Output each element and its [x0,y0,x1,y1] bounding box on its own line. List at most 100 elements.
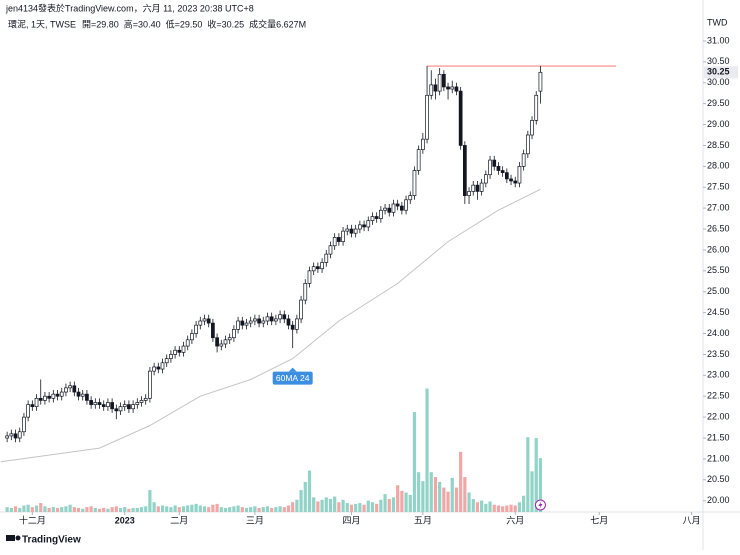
volume-bar [278,506,282,512]
x-tick-label: 二月 [170,515,188,525]
candle-body [181,345,186,353]
candle-body [190,333,194,341]
candle-body [379,209,383,219]
volume-bar [349,504,354,512]
candle-body [278,314,282,320]
candle-body [22,416,26,433]
y-tick-label: 27.00 [707,203,730,213]
volume-bar [484,503,488,512]
candle-body [164,358,169,364]
candle-body [366,220,371,228]
candle-body [173,349,177,355]
volume-bar [316,501,320,512]
y-tick-label: 30.00 [707,77,730,87]
candle-body [17,431,22,439]
volume-bar [299,490,303,512]
candle-body [299,299,303,320]
candle-body [55,393,60,397]
volume-bar [156,506,160,512]
candle-body [156,366,161,370]
candle-body [404,199,408,211]
candle-body [114,408,119,412]
y-tick-label: 27.50 [707,182,730,192]
candle-body [471,184,476,192]
volume-bar [463,477,467,512]
symbol: 環泥, 1天, TWSE [8,19,76,29]
ma-label-box [272,371,313,385]
candle-body [139,400,144,403]
candle-body [311,266,316,272]
volume-bar [127,508,131,512]
volume-bar [459,451,463,512]
y-tick-label: 22.00 [707,411,730,421]
candle-body [143,397,148,401]
volume-bar [400,490,404,512]
volume-bar [307,470,312,512]
volume-bar [106,508,110,512]
candle-body [328,245,333,255]
candle-body [358,224,362,230]
candle-body [43,395,47,401]
volume-bar [85,507,89,512]
candle-body [101,404,106,408]
volume-bar [148,490,152,512]
volume-bar [5,507,9,512]
volume-bar [509,504,513,512]
volume-bar [236,505,240,512]
ma-label-pointer [288,367,297,372]
candle-body [429,84,434,96]
candle-body [320,262,324,270]
candle-body [93,402,98,405]
volume-bar [60,507,64,512]
volume-bar [144,506,148,512]
volume-bar [34,505,39,512]
candle-body [290,324,295,330]
candle-body [30,404,35,408]
volume-bar [450,477,454,512]
last-price-label: 30.25 [707,67,730,77]
candle-body [59,391,64,397]
x-tick-label: 十二月 [19,514,46,525]
y-tick-label: 28.50 [707,140,730,150]
volume-bar [471,499,475,512]
candle-body [282,314,287,320]
candle-body [496,165,501,171]
y-tick-label: 25.50 [707,265,730,275]
candle-body [374,216,379,219]
volume-bar [68,504,72,512]
candle-body [295,318,299,330]
candle-body [64,387,68,393]
candle-body [261,320,266,324]
candle-body [462,145,467,196]
candle-body [34,397,39,408]
candle-body [194,324,198,334]
volume-bar [114,506,118,512]
volume-bar [131,507,135,512]
volume-bar [265,506,270,512]
candle-body [425,94,429,140]
volume-bar [64,506,68,512]
volume-bar [345,503,349,512]
candle-body [433,84,438,92]
candle-body [525,134,530,155]
volume-bar [152,502,156,512]
candle-body [458,90,463,146]
currency: TWD [707,17,728,27]
candle-body [47,395,51,399]
candle-body [479,182,484,192]
volume-bar [522,495,526,512]
candle-body [353,228,358,234]
ohlc-legend: 開=29.80 [82,19,119,29]
volume-bar [39,503,43,512]
y-tick-label: 28.00 [707,161,730,171]
candle-body [38,397,43,401]
candle-body [488,159,492,176]
volume-bar [526,437,530,512]
volume-bar [51,507,55,512]
candle-body [391,203,396,213]
volume-bar [13,506,18,512]
candle-body [244,322,249,326]
candle-body [362,224,366,228]
y-tick-label: 24.50 [707,307,730,317]
x-tick-label: 2023 [115,515,135,525]
